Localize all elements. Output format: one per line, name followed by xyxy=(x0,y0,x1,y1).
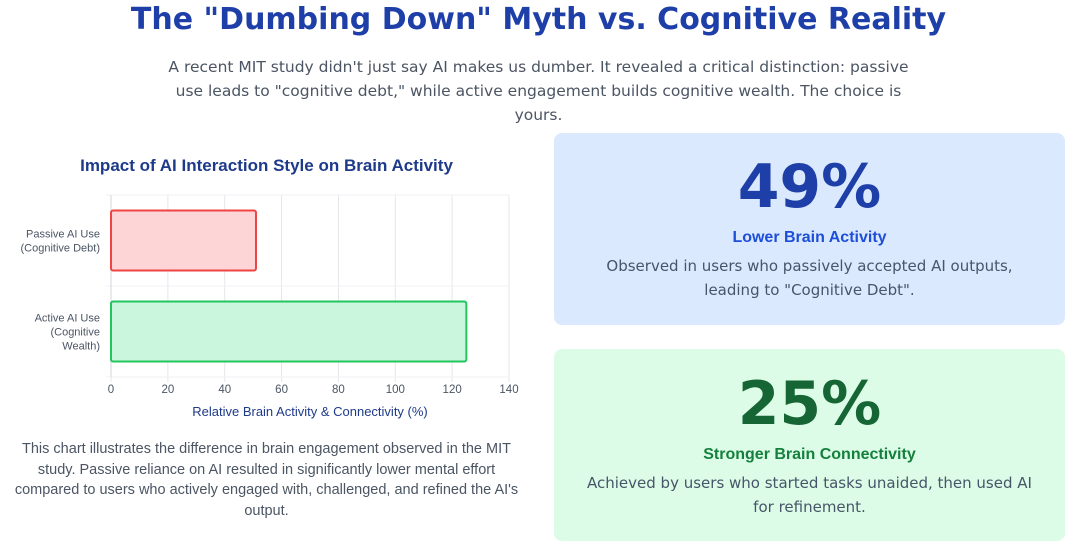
y-category-label-line: Passive AI Use xyxy=(26,229,100,241)
stat-description: Achieved by users who started tasks unai… xyxy=(587,474,1032,516)
stat-label: Stronger Brain Connectivity xyxy=(703,446,916,463)
x-tick-label: 100 xyxy=(386,384,405,396)
stat-value: 25% xyxy=(737,369,882,439)
chart-title: Impact of AI Interaction Style on Brain … xyxy=(80,156,453,175)
x-tick-label: 20 xyxy=(161,384,174,396)
stat-label: Lower Brain Activity xyxy=(732,229,887,246)
stat-card-stronger-connectivity: 25% Stronger Brain Connectivity Achieved… xyxy=(554,349,1065,541)
stat-value: 49% xyxy=(737,152,882,222)
x-tick-label: 60 xyxy=(275,384,288,396)
y-category-label-line: Active AI Use xyxy=(35,313,100,325)
y-category-label-line: (Cognitive xyxy=(50,327,100,339)
x-axis-title: Relative Brain Activity & Connectivity (… xyxy=(192,404,428,419)
bar-active-ai-use xyxy=(110,300,468,363)
page-subtitle: A recent MIT study didn't just say AI ma… xyxy=(168,58,909,124)
x-tick-label: 0 xyxy=(108,384,114,396)
chart-caption: This chart illustrates the difference in… xyxy=(14,441,519,519)
x-tick-label: 120 xyxy=(443,384,462,396)
y-category-label: Passive AI Use (Cognitive Debt) xyxy=(21,229,100,255)
y-category-label-line: Wealth) xyxy=(62,341,100,353)
stat-description: Observed in users who passively accepted… xyxy=(606,257,1013,299)
brain-activity-bar-chart: 0 20 40 60 80 100 120 140 Passive AI Use (Cogniti… xyxy=(21,194,519,419)
x-tick-label: 140 xyxy=(499,384,518,396)
x-tick-label: 80 xyxy=(332,384,345,396)
stat-card-lower-activity: 49% Lower Brain Activity Observed in use… xyxy=(554,133,1065,325)
x-tick-label: 40 xyxy=(218,384,231,396)
y-category-label-line: (Cognitive Debt) xyxy=(21,243,100,255)
y-category-label: Active AI Use (Cognitive Wealth) xyxy=(35,313,100,353)
bar-passive-ai-use xyxy=(110,209,257,272)
page-title: The "Dumbing Down" Myth vs. Cognitive Re… xyxy=(130,2,947,37)
